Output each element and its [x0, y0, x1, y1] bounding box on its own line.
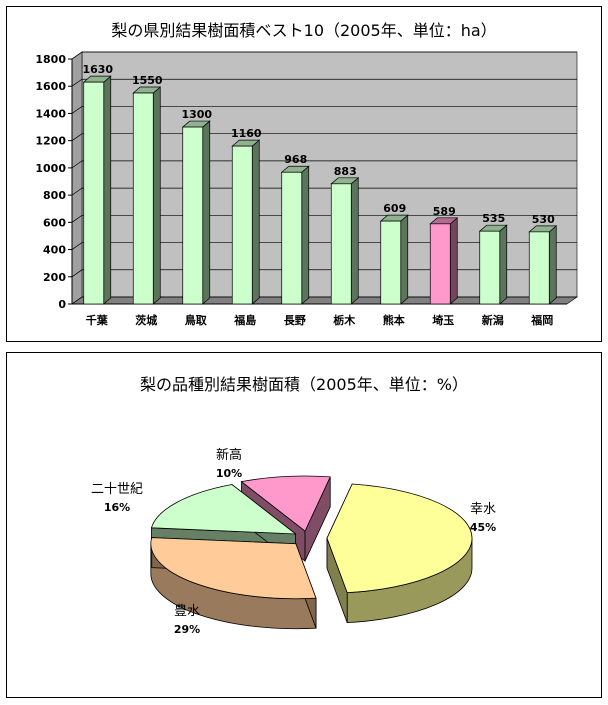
bar-front [132, 92, 154, 305]
x-tick-label: 長野 [284, 314, 306, 327]
bar-side [103, 75, 112, 305]
x-tick-label: 熊本 [383, 313, 405, 327]
bar-side [350, 177, 359, 305]
pie-slice-percent: 45% [470, 521, 496, 534]
pie-slice-top [150, 537, 317, 600]
y-tick-label: 600 [43, 216, 66, 229]
pie-slice-percent: 16% [104, 501, 130, 514]
pie-slice [326, 483, 473, 624]
pie-chart-panel: 梨の品種別結果樹面積（2005年、単位：%） 幸水 45% 豊水 29% 二十世紀 16%… [6, 352, 602, 698]
pie-slice-percent: 29% [174, 623, 200, 636]
bar-value-label: 535 [482, 212, 505, 225]
bar-value-label: 968 [284, 153, 307, 166]
gridline [71, 269, 577, 278]
bar [82, 75, 112, 305]
pie-slice-label: 豊水 [174, 604, 200, 619]
x-tick-label: 埼玉 [432, 313, 454, 327]
pie-slice [150, 537, 317, 630]
bar-side [548, 225, 557, 305]
gridline [71, 214, 577, 223]
bar-front [429, 223, 451, 305]
bar-front [231, 145, 253, 305]
gridline [71, 160, 577, 169]
bar-value-label: 530 [532, 213, 555, 226]
y-tick-label: 1600 [35, 80, 66, 93]
y-tick-label: 200 [43, 271, 66, 284]
bar-side [152, 86, 161, 305]
bar-side [301, 165, 310, 305]
y-tick-label: 1200 [35, 135, 66, 148]
plot-side-wall [71, 51, 83, 305]
pie-chart-title: 梨の品種別結果樹面積（2005年、単位：%） [140, 375, 468, 394]
bar-chart-panel: 梨の県別結果樹面積ベスト10（2005年、単位：ha） 0 200 400 600 80… [6, 6, 602, 342]
bar [280, 165, 310, 305]
bar-value-label: 589 [433, 205, 456, 218]
x-tick-label: 福島 [233, 313, 256, 327]
pie-slice-label: 二十世紀 [91, 482, 143, 497]
pie-slice-percent: 10% [216, 467, 242, 480]
bar-side [499, 224, 508, 305]
pie-slice-top [326, 483, 473, 594]
x-tick-label: 茨城 [135, 313, 157, 327]
bar-side [202, 120, 211, 305]
bar-front [330, 183, 352, 305]
bar [330, 177, 360, 305]
bar-side [400, 214, 409, 305]
bar-value-label: 609 [383, 202, 406, 215]
y-tick-label: 1800 [35, 53, 66, 66]
pie-slice-top [150, 484, 297, 535]
bar-side [251, 139, 260, 305]
bar-value-label: 883 [334, 165, 357, 178]
pie-chart: 幸水 45% 豊水 29% 二十世紀 16% 新高 10% [91, 447, 496, 636]
bar-front [479, 230, 501, 305]
bar [478, 224, 508, 305]
gridline [71, 187, 577, 196]
bar-front [83, 81, 105, 305]
x-tick-label: 鳥取 [185, 313, 207, 327]
bar [429, 217, 459, 305]
bar-front [380, 220, 402, 305]
bar-side [449, 217, 458, 305]
bar-value-label: 1300 [181, 108, 212, 121]
bar [181, 120, 211, 305]
x-tick-label: 千葉 [86, 313, 109, 327]
bar [528, 225, 558, 305]
gridline [71, 242, 577, 250]
bar-value-label: 1550 [132, 74, 163, 87]
y-tick-label: 400 [43, 244, 66, 257]
y-tick-label: 0 [58, 298, 66, 311]
x-tick-label: 福岡 [530, 313, 553, 327]
gridline [71, 296, 577, 305]
bar [132, 86, 162, 305]
pie-slice-label: 新高 [216, 447, 242, 463]
bar-front [528, 231, 550, 305]
bar-value-label: 1160 [231, 127, 262, 140]
gridline [71, 78, 577, 87]
y-tick-label: 1400 [35, 107, 66, 120]
bar-chart: 0 200 400 600 800 1000 1200 1400 1600 1800 1630 千葉 1… [35, 51, 578, 327]
pie-slice-top [240, 475, 331, 532]
y-tick-label: 1000 [35, 162, 66, 175]
pie-slice-label: 幸水 [470, 502, 496, 517]
gridline [71, 51, 577, 60]
gridline [71, 133, 577, 141]
bar [231, 139, 261, 305]
bar-value-label: 1630 [82, 63, 113, 76]
bar [379, 214, 409, 305]
bar-front [182, 126, 204, 305]
gridline [71, 106, 577, 114]
x-tick-label: 新潟 [482, 313, 504, 327]
x-tick-label: 栃木 [333, 313, 356, 327]
bar-chart-title: 梨の県別結果樹面積ベスト10（2005年、単位：ha） [111, 21, 497, 40]
y-tick-label: 800 [43, 189, 66, 202]
bar-front [281, 171, 303, 305]
